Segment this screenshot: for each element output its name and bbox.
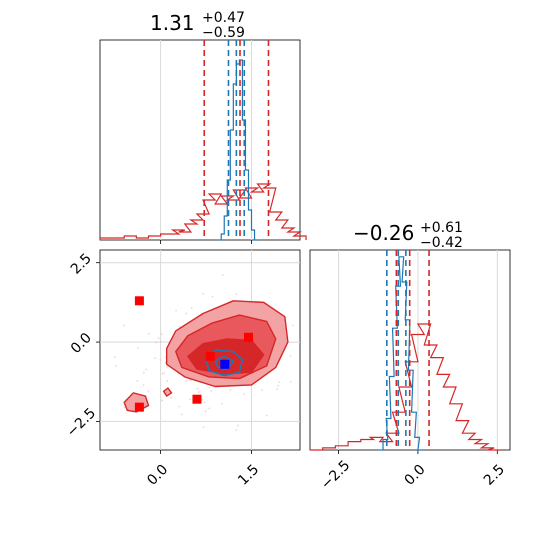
red-contour-island-1: [162, 387, 173, 398]
scatter-sample-point: [291, 324, 294, 327]
scatter-sample-point: [160, 333, 163, 336]
scatter-sample-point: [161, 399, 164, 402]
scatter-sample-point: [142, 371, 145, 374]
param1-histogram-panel: [99, 39, 307, 244]
param1-title-lower: −0.59: [202, 25, 245, 41]
red-square-marker-3: [205, 351, 215, 361]
scatter-sample-point: [197, 391, 200, 393]
scatter-sample-point: [277, 384, 280, 387]
scatter-sample-point: [161, 373, 164, 375]
scatter-y-tick-label-1: 0.0: [68, 330, 95, 357]
scatter-sample-point: [157, 337, 160, 340]
scatter-sample-point: [235, 293, 238, 295]
scatter-sample-point: [163, 372, 166, 374]
red-square-marker-2: [192, 394, 202, 404]
scatter-sample-point: [190, 307, 193, 310]
scatter-sample-point: [201, 398, 204, 401]
scatter-sample-point: [123, 324, 126, 327]
param1-red-histogram: [99, 183, 307, 240]
scatter-sample-point: [185, 380, 188, 383]
scatter-sample-point: [189, 398, 192, 401]
scatter-sample-point: [166, 379, 169, 382]
param2-title-upper: +0.61: [420, 220, 463, 236]
param2-x-tick-label-2: 2.5: [481, 462, 508, 489]
scatter-2d-panel: 0.0 1.5 2.5 0.0 −2.5: [64, 249, 301, 489]
scatter-sample-point: [289, 354, 292, 357]
scatter-sample-point: [208, 386, 211, 389]
scatter-sample-point: [189, 379, 191, 382]
param2-title-median: −0.26: [353, 221, 414, 245]
param2-x-tick-label-1: 0.0: [402, 462, 429, 489]
blue-square-marker: [220, 359, 230, 369]
scatter-sample-point: [260, 389, 263, 392]
blue-contour-inner: [214, 355, 235, 370]
param2-histogram-panel: −2.5 0.0 2.5: [309, 249, 511, 493]
param2-title-lower: −0.42: [420, 235, 463, 251]
scatter-sample-point: [221, 273, 224, 276]
scatter-sample-point: [178, 405, 181, 408]
param1-axes-frame: [99, 39, 301, 241]
scatter-sample-point: [145, 368, 148, 371]
scatter-y-tick-label-2: −2.5: [64, 405, 99, 440]
scatter-x-tick-label-0: 0.0: [144, 462, 171, 489]
red-square-marker-4: [243, 332, 253, 342]
scatter-sample-point: [202, 426, 205, 429]
param1-title-median: 1.31: [150, 11, 195, 35]
param2-red-histogram: [310, 323, 501, 451]
scatter-sample-point: [196, 387, 199, 390]
red-square-marker-1: [134, 402, 144, 412]
scatter-sample-point: [136, 347, 139, 350]
scatter-sample-point: [175, 309, 177, 312]
param1-title-upper: +0.47: [202, 10, 245, 26]
scatter-sample-point: [208, 407, 211, 410]
scatter-sample-point: [265, 414, 268, 417]
scatter-sample-point: [159, 340, 162, 343]
scatter-sample-point: [180, 413, 183, 416]
scatter-sample-point: [147, 390, 150, 393]
scatter-sample-point: [221, 402, 224, 405]
scatter-sample-point: [289, 381, 292, 383]
scatter-sample-point: [154, 357, 157, 360]
red-square-marker-0: [134, 296, 144, 306]
scatter-sample-point: [204, 410, 207, 413]
scatter-sample-point: [202, 292, 205, 295]
scatter-sample-point: [155, 341, 158, 344]
scatter-x-tick-label-1: 1.5: [235, 462, 262, 489]
scatter-sample-point: [276, 388, 278, 391]
scatter-sample-point: [123, 406, 126, 409]
scatter-sample-point: [114, 356, 116, 359]
scatter-sample-point: [185, 312, 188, 315]
scatter-sample-point: [242, 393, 245, 395]
scatter-sample-point: [136, 380, 139, 382]
scatter-sample-point: [210, 390, 213, 392]
scatter-sample-point: [237, 424, 239, 427]
scatter-sample-point: [115, 365, 117, 367]
scatter-sample-point: [298, 382, 301, 385]
scatter-sample-point: [229, 389, 232, 392]
scatter-sample-point: [235, 429, 238, 431]
scatter-sample-point: [211, 295, 214, 298]
scatter-sample-point: [142, 384, 145, 387]
scatter-sample-point: [278, 381, 281, 384]
param1-blue-histogram: [218, 59, 258, 241]
param2-x-tick-label-0: −2.5: [318, 457, 353, 492]
scatter-sample-point: [159, 359, 162, 361]
scatter-sample-point: [170, 396, 172, 399]
scatter-sample-point: [203, 401, 206, 404]
scatter-sample-point: [147, 332, 150, 335]
param2-blue-histogram: [378, 256, 423, 451]
blue-contour-outer: [205, 349, 244, 377]
scatter-y-tick-label-0: 2.5: [68, 251, 95, 278]
